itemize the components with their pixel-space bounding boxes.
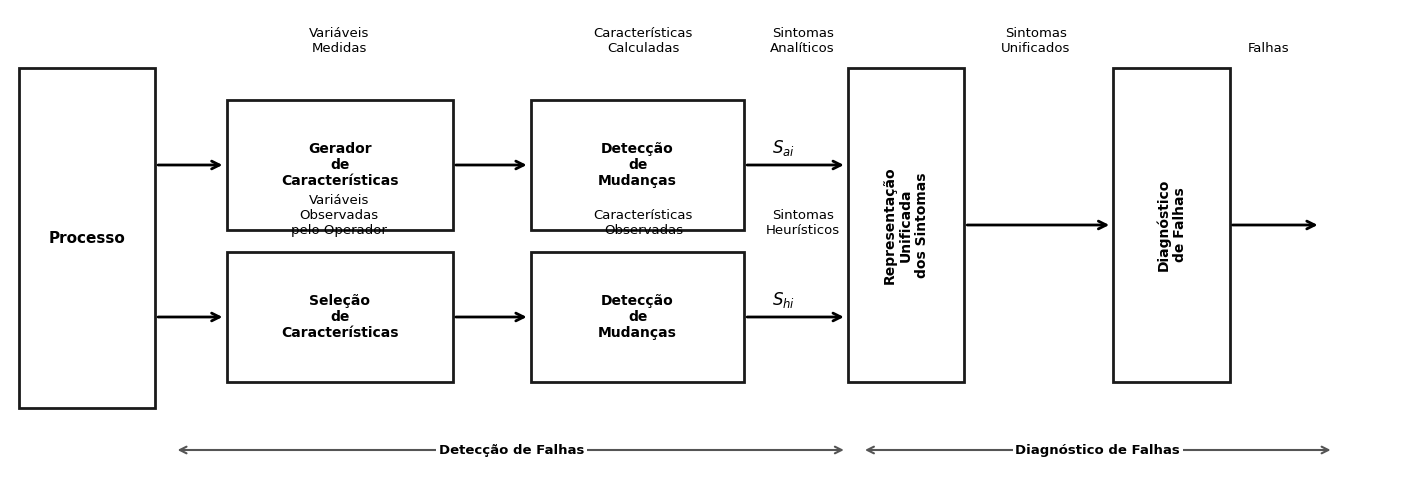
Text: Gerador
de
Características: Gerador de Características	[281, 142, 399, 188]
Text: Características
Calculadas: Características Calculadas	[594, 27, 693, 55]
Text: Processo: Processo	[48, 231, 125, 246]
Text: Detecção
de
Mudanças: Detecção de Mudanças	[598, 294, 676, 340]
Text: Representação
Unificada
dos Sintomas: Representação Unificada dos Sintomas	[883, 166, 930, 284]
Text: Diagnóstico de Falhas: Diagnóstico de Falhas	[1015, 444, 1180, 457]
Text: Detecção de Falhas: Detecção de Falhas	[439, 444, 584, 457]
Text: Falhas: Falhas	[1247, 42, 1290, 55]
Text: $\mathit{S}_{ai}$: $\mathit{S}_{ai}$	[772, 138, 795, 158]
Bar	[531, 252, 745, 382]
Bar	[531, 100, 745, 230]
Bar	[847, 68, 964, 382]
Text: Sintomas
Analíticos: Sintomas Analíticos	[770, 27, 834, 55]
Text: Variáveis
Observadas
pelo Operador: Variáveis Observadas pelo Operador	[292, 194, 387, 237]
Text: Diagnóstico
de Falhas: Diagnóstico de Falhas	[1156, 179, 1188, 271]
Text: Sintomas
Heurísticos: Sintomas Heurísticos	[766, 209, 840, 237]
Text: Variáveis
Medidas: Variáveis Medidas	[309, 27, 369, 55]
Bar	[226, 252, 453, 382]
Bar	[226, 100, 453, 230]
Bar	[20, 68, 155, 408]
Text: $\mathit{S}_{hi}$: $\mathit{S}_{hi}$	[772, 290, 795, 310]
Text: Seleção
de
Características: Seleção de Características	[281, 294, 399, 340]
Bar	[1114, 68, 1230, 382]
Text: Características
Observadas: Características Observadas	[594, 209, 693, 237]
Text: Detecção
de
Mudanças: Detecção de Mudanças	[598, 142, 676, 188]
Text: Sintomas
Unificados: Sintomas Unificados	[1001, 27, 1071, 55]
